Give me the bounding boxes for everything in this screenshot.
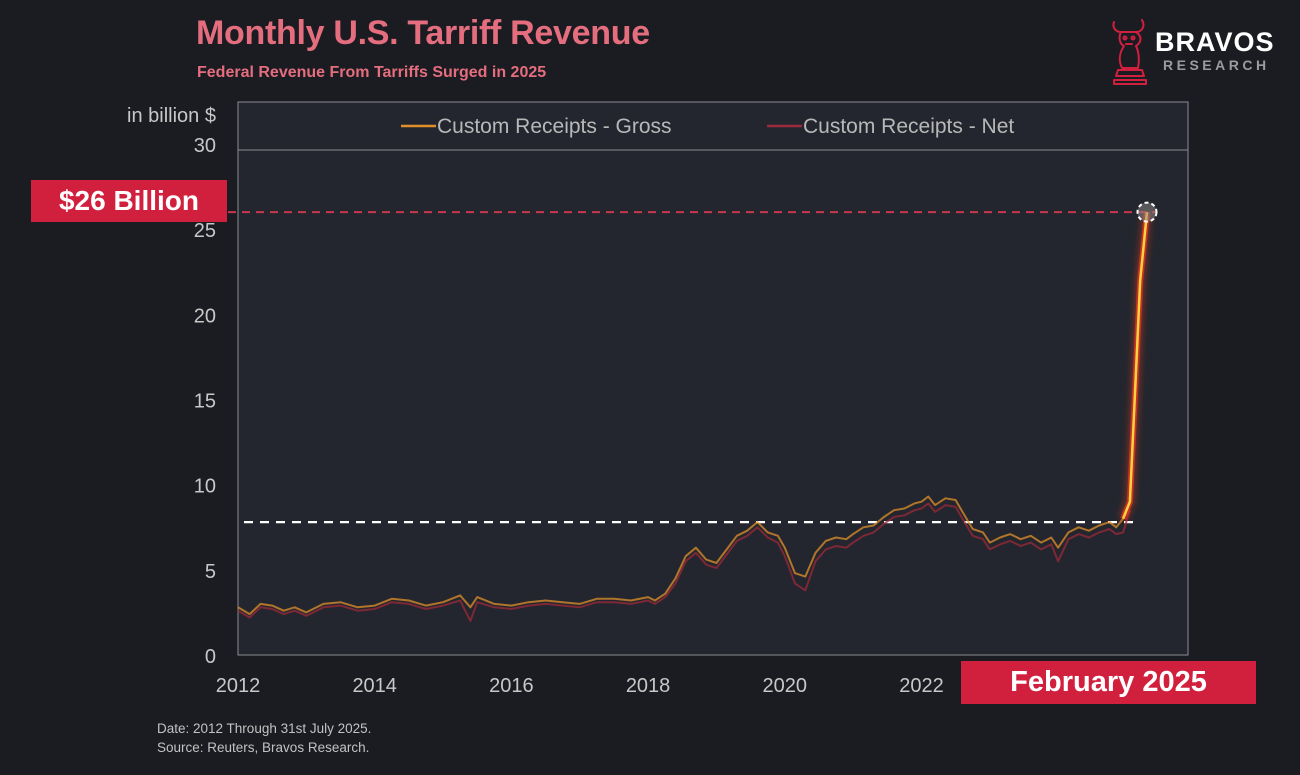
y-axis-unit-label: in billion $	[127, 105, 216, 127]
y-tick-label: 20	[194, 305, 216, 327]
x-tick-label: 2014	[352, 675, 397, 697]
brand-tagline: RESEARCH	[1163, 57, 1270, 73]
spike-line	[1121, 211, 1149, 520]
date-callout: February 2025	[961, 661, 1256, 704]
series-lines	[237, 211, 1150, 622]
x-tick-label: 2018	[626, 675, 671, 697]
legend-label-net: Custom Receipts - Net	[803, 115, 1014, 138]
highlight-marker	[1136, 201, 1158, 223]
footer-source: Source: Reuters, Bravos Research.	[157, 740, 369, 755]
chart-subtitle: Federal Revenue From Tarriffs Surged in …	[197, 64, 547, 81]
chart-title: Monthly U.S. Tarriff Revenue	[196, 14, 650, 52]
peak-point-marker	[1136, 201, 1158, 223]
x-tick-label: 2016	[489, 675, 534, 697]
y-axis-ticks: 0 5 10 15 20 25 30	[194, 135, 216, 668]
brand-name: BRAVOS	[1155, 27, 1275, 57]
value-callout: $26 Billion	[31, 180, 227, 222]
y-tick-label: 5	[205, 561, 216, 583]
y-tick-label: 15	[194, 391, 216, 413]
bull-chess-knight-icon	[1112, 19, 1147, 85]
x-tick-label: 2020	[763, 675, 808, 697]
brand-logo: BRAVOS RESEARCH	[1108, 14, 1288, 88]
legend-label-gross: Custom Receipts - Gross	[437, 115, 672, 138]
footer-source-prefix: Source:	[157, 740, 208, 755]
footer-source-text: Reuters, Bravos Research.	[207, 740, 370, 755]
x-axis-ticks: 2012 2014 2016 2018 2020 2022	[216, 675, 944, 697]
footer-date-note: Date: 2012 Through 31st July 2025.	[157, 721, 372, 736]
y-tick-label: 25	[194, 220, 216, 242]
x-tick-label: 2012	[216, 675, 261, 697]
y-tick-label: 0	[205, 646, 216, 668]
series-line-gross	[237, 495, 1131, 616]
plot-area	[237, 101, 1189, 656]
y-tick-label: 30	[194, 135, 216, 157]
x-tick-label: 2022	[899, 675, 944, 697]
reference-lines	[228, 211, 1157, 524]
y-tick-label: 10	[194, 476, 216, 498]
series-line-net	[237, 502, 1131, 622]
